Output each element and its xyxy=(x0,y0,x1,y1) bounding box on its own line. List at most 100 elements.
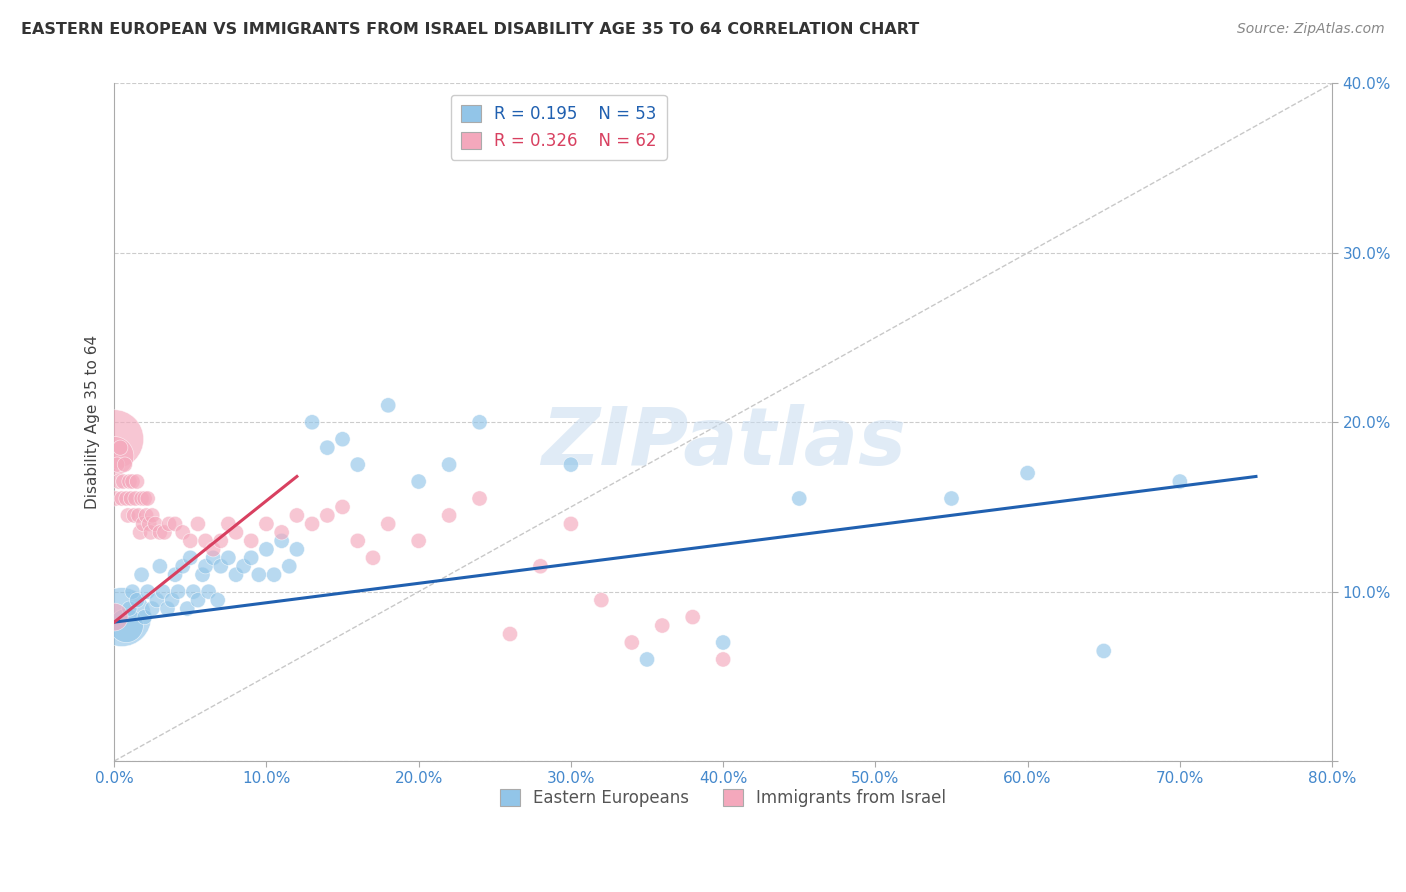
Point xyxy=(149,559,172,574)
Point xyxy=(529,559,551,574)
Point xyxy=(197,584,219,599)
Point xyxy=(1168,475,1191,489)
Point xyxy=(194,533,217,548)
Point xyxy=(207,593,229,607)
Point xyxy=(636,652,658,666)
Point xyxy=(711,635,734,649)
Point xyxy=(114,458,136,472)
Point xyxy=(121,475,143,489)
Point xyxy=(232,559,254,574)
Point xyxy=(247,567,270,582)
Point xyxy=(217,550,239,565)
Point xyxy=(120,491,142,506)
Point xyxy=(941,491,963,506)
Point xyxy=(225,525,247,540)
Point xyxy=(152,584,174,599)
Point xyxy=(141,601,163,615)
Point xyxy=(111,610,134,624)
Point xyxy=(346,458,368,472)
Text: Source: ZipAtlas.com: Source: ZipAtlas.com xyxy=(1237,22,1385,37)
Point xyxy=(121,584,143,599)
Point xyxy=(136,491,159,506)
Point xyxy=(131,567,153,582)
Point xyxy=(179,550,201,565)
Point xyxy=(132,516,155,531)
Point xyxy=(172,525,194,540)
Point xyxy=(1092,644,1115,658)
Point xyxy=(285,542,308,557)
Point xyxy=(128,508,150,523)
Point xyxy=(560,458,582,472)
Point xyxy=(131,491,153,506)
Text: ZIPatlas: ZIPatlas xyxy=(541,403,905,482)
Point xyxy=(134,610,156,624)
Point xyxy=(1017,466,1039,480)
Point xyxy=(136,584,159,599)
Point xyxy=(377,516,399,531)
Point xyxy=(105,458,128,472)
Legend: Eastern Europeans, Immigrants from Israel: Eastern Europeans, Immigrants from Israe… xyxy=(494,782,953,814)
Point xyxy=(149,525,172,540)
Point xyxy=(263,567,285,582)
Point xyxy=(187,516,209,531)
Point xyxy=(179,533,201,548)
Point xyxy=(316,508,339,523)
Point xyxy=(112,475,135,489)
Point xyxy=(468,491,491,506)
Point xyxy=(139,525,162,540)
Point xyxy=(332,432,354,446)
Point xyxy=(110,441,132,455)
Text: EASTERN EUROPEAN VS IMMIGRANTS FROM ISRAEL DISABILITY AGE 35 TO 64 CORRELATION C: EASTERN EUROPEAN VS IMMIGRANTS FROM ISRA… xyxy=(21,22,920,37)
Point xyxy=(176,601,198,615)
Point xyxy=(122,508,145,523)
Point xyxy=(682,610,704,624)
Point xyxy=(217,516,239,531)
Point xyxy=(437,508,460,523)
Point xyxy=(377,398,399,412)
Point xyxy=(143,516,166,531)
Point xyxy=(437,458,460,472)
Point xyxy=(240,533,263,548)
Point xyxy=(187,593,209,607)
Point xyxy=(711,652,734,666)
Point xyxy=(408,475,430,489)
Point xyxy=(270,533,292,548)
Point xyxy=(361,550,384,565)
Point xyxy=(346,533,368,548)
Point xyxy=(332,500,354,514)
Point xyxy=(301,415,323,429)
Point xyxy=(165,567,187,582)
Point xyxy=(591,593,613,607)
Point xyxy=(270,525,292,540)
Point xyxy=(135,508,157,523)
Point xyxy=(560,516,582,531)
Point xyxy=(194,559,217,574)
Point xyxy=(254,516,277,531)
Point xyxy=(117,508,139,523)
Point xyxy=(153,525,176,540)
Point xyxy=(167,584,190,599)
Point xyxy=(118,601,141,615)
Point xyxy=(620,635,643,649)
Point xyxy=(183,584,205,599)
Point xyxy=(240,550,263,565)
Point xyxy=(225,567,247,582)
Point xyxy=(191,567,214,582)
Point xyxy=(787,491,810,506)
Point xyxy=(141,508,163,523)
Point xyxy=(103,449,125,463)
Point xyxy=(202,550,225,565)
Point xyxy=(165,516,187,531)
Point xyxy=(138,516,160,531)
Point xyxy=(209,533,232,548)
Point xyxy=(160,593,183,607)
Point xyxy=(278,559,301,574)
Point xyxy=(301,516,323,531)
Point xyxy=(468,415,491,429)
Point xyxy=(111,491,134,506)
Point xyxy=(103,610,125,624)
Point xyxy=(115,491,138,506)
Point xyxy=(146,593,169,607)
Point xyxy=(103,432,125,446)
Point xyxy=(124,491,146,506)
